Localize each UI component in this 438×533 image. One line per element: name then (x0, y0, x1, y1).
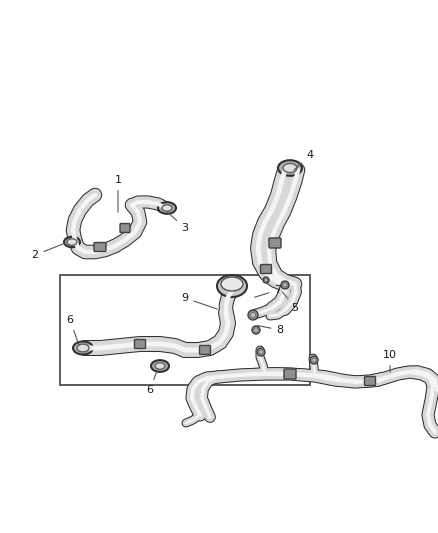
Ellipse shape (283, 164, 297, 173)
Text: 2: 2 (32, 243, 65, 260)
Bar (60, 275, 310, 385)
FancyBboxPatch shape (364, 376, 375, 385)
Ellipse shape (67, 239, 77, 245)
Circle shape (312, 358, 316, 362)
Text: 6: 6 (146, 370, 157, 395)
Circle shape (251, 312, 255, 318)
Text: 8: 8 (258, 325, 283, 335)
Circle shape (310, 356, 318, 364)
Ellipse shape (151, 360, 169, 372)
FancyBboxPatch shape (134, 340, 145, 349)
Text: 3: 3 (167, 212, 188, 233)
Circle shape (248, 310, 258, 320)
Text: 9: 9 (181, 293, 217, 309)
Ellipse shape (221, 277, 243, 291)
Circle shape (259, 350, 263, 354)
Text: 7: 7 (254, 285, 282, 297)
FancyBboxPatch shape (199, 345, 211, 354)
Ellipse shape (155, 363, 165, 369)
FancyBboxPatch shape (269, 238, 281, 248)
Ellipse shape (77, 344, 89, 352)
Circle shape (254, 328, 258, 332)
Text: 1: 1 (114, 175, 121, 212)
Text: 4: 4 (294, 150, 314, 170)
Circle shape (283, 283, 287, 287)
Ellipse shape (217, 275, 247, 297)
Circle shape (252, 326, 260, 334)
FancyBboxPatch shape (261, 264, 272, 273)
Text: 6: 6 (67, 315, 79, 345)
Text: 10: 10 (383, 350, 397, 372)
Ellipse shape (162, 205, 172, 211)
FancyBboxPatch shape (94, 243, 106, 252)
Circle shape (257, 348, 265, 356)
FancyBboxPatch shape (120, 223, 130, 232)
Ellipse shape (158, 202, 176, 214)
Text: 5: 5 (283, 292, 299, 313)
Circle shape (281, 281, 289, 289)
FancyBboxPatch shape (284, 369, 296, 379)
Ellipse shape (278, 160, 302, 176)
Ellipse shape (64, 237, 80, 247)
Circle shape (265, 279, 268, 281)
Ellipse shape (73, 342, 93, 354)
Circle shape (263, 277, 269, 283)
